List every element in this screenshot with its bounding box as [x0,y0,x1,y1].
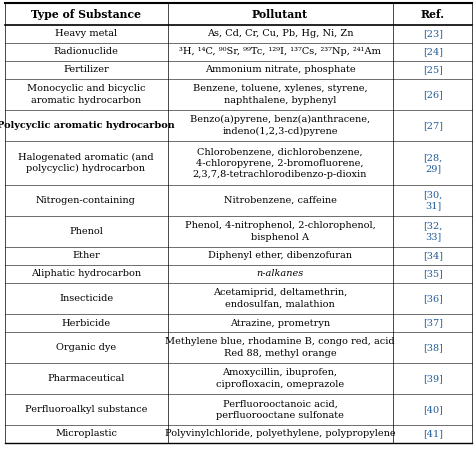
Text: Diphenyl ether, dibenzofuran: Diphenyl ether, dibenzofuran [208,251,352,260]
Text: [38]: [38] [423,343,443,352]
Text: Pharmaceutical: Pharmaceutical [47,374,125,383]
Text: Fertilizer: Fertilizer [63,65,109,74]
Text: ³H, ¹⁴C, ⁹⁰Sr, ⁹⁹Tc, ¹²⁹I, ¹³⁷Cs, ²³⁷Np, ²⁴¹Am: ³H, ¹⁴C, ⁹⁰Sr, ⁹⁹Tc, ¹²⁹I, ¹³⁷Cs, ²³⁷Np,… [179,48,381,57]
Text: Polyvinylchloride, polyethylene, polypropylene: Polyvinylchloride, polyethylene, polypro… [164,430,395,439]
Text: [32,
33]: [32, 33] [423,222,443,242]
Text: Benzene, toluene, xylenes, styrene,
naphthalene, byphenyl: Benzene, toluene, xylenes, styrene, naph… [193,85,367,105]
Text: Heavy metal: Heavy metal [55,30,117,38]
Text: [37]: [37] [423,319,443,328]
Text: [41]: [41] [423,430,443,439]
Text: [23]: [23] [423,30,443,38]
Text: [36]: [36] [423,294,443,303]
Text: Microplastic: Microplastic [55,430,117,439]
Text: Perfluoroalkyl substance: Perfluoroalkyl substance [25,405,147,414]
Text: [34]: [34] [423,251,443,260]
Text: Halogenated aromatic (and
polycyclic) hydrocarbon: Halogenated aromatic (and polycyclic) hy… [18,153,154,173]
Text: Nitrobenzene, caffeine: Nitrobenzene, caffeine [224,196,337,205]
Text: Phenol: Phenol [69,227,103,236]
Text: [39]: [39] [423,374,443,383]
Text: Ref.: Ref. [421,9,445,20]
Text: [40]: [40] [423,405,443,414]
Text: Acetamiprid, deltamethrin,
endosulfan, malathion: Acetamiprid, deltamethrin, endosulfan, m… [213,288,347,308]
Text: Pollutant: Pollutant [252,9,308,20]
Text: [27]: [27] [423,121,443,130]
Text: Amoxycillin, ibuprofen,
ciprofloxacin, omeprazole: Amoxycillin, ibuprofen, ciprofloxacin, o… [216,368,344,388]
Text: Nitrogen-containing: Nitrogen-containing [36,196,136,205]
Text: Phenol, 4-nitrophenol, 2-chlorophenol,
bisphenol A: Phenol, 4-nitrophenol, 2-chlorophenol, b… [185,222,375,242]
Text: Organic dye: Organic dye [56,343,116,352]
Text: [25]: [25] [423,65,443,74]
Text: Ammonium nitrate, phosphate: Ammonium nitrate, phosphate [205,65,356,74]
Text: As, Cd, Cr, Cu, Pb, Hg, Ni, Zn: As, Cd, Cr, Cu, Pb, Hg, Ni, Zn [207,30,353,38]
Text: Benzo(a)pyrene, benz(a)anthracene,
indeno(1,2,3-cd)pyrene: Benzo(a)pyrene, benz(a)anthracene, inden… [190,115,370,136]
Text: [26]: [26] [423,90,443,99]
Text: Insecticide: Insecticide [59,294,113,303]
Text: [35]: [35] [423,270,443,278]
Text: Type of Substance: Type of Substance [31,9,141,20]
Text: [28,
29]: [28, 29] [423,153,443,173]
Text: [24]: [24] [423,48,443,57]
Text: Atrazine, prometryn: Atrazine, prometryn [230,319,330,328]
Text: n-alkanes: n-alkanes [256,270,304,278]
Text: Perfluorooctanoic acid,
perfluorooctane sulfonate: Perfluorooctanoic acid, perfluorooctane … [216,399,344,420]
Text: Chlorobenzene, dichlorobenzene,
4-chloropyrene, 2-bromofluorene,
2,3,7,8-tetrach: Chlorobenzene, dichlorobenzene, 4-chloro… [193,148,367,179]
Text: Monocyclic and bicyclic
aromatic hydrocarbon: Monocyclic and bicyclic aromatic hydroca… [27,85,145,105]
Text: Radionuclide: Radionuclide [54,48,118,57]
Text: Aliphatic hydrocarbon: Aliphatic hydrocarbon [31,270,141,278]
Text: Methylene blue, rhodamine B, congo red, acid
Red 88, methyl orange: Methylene blue, rhodamine B, congo red, … [165,337,395,357]
Text: [30,
31]: [30, 31] [423,191,443,211]
Text: Herbicide: Herbicide [62,319,110,328]
Text: Ether: Ether [72,251,100,260]
Text: Polycyclic aromatic hydrocarbon: Polycyclic aromatic hydrocarbon [0,121,175,130]
